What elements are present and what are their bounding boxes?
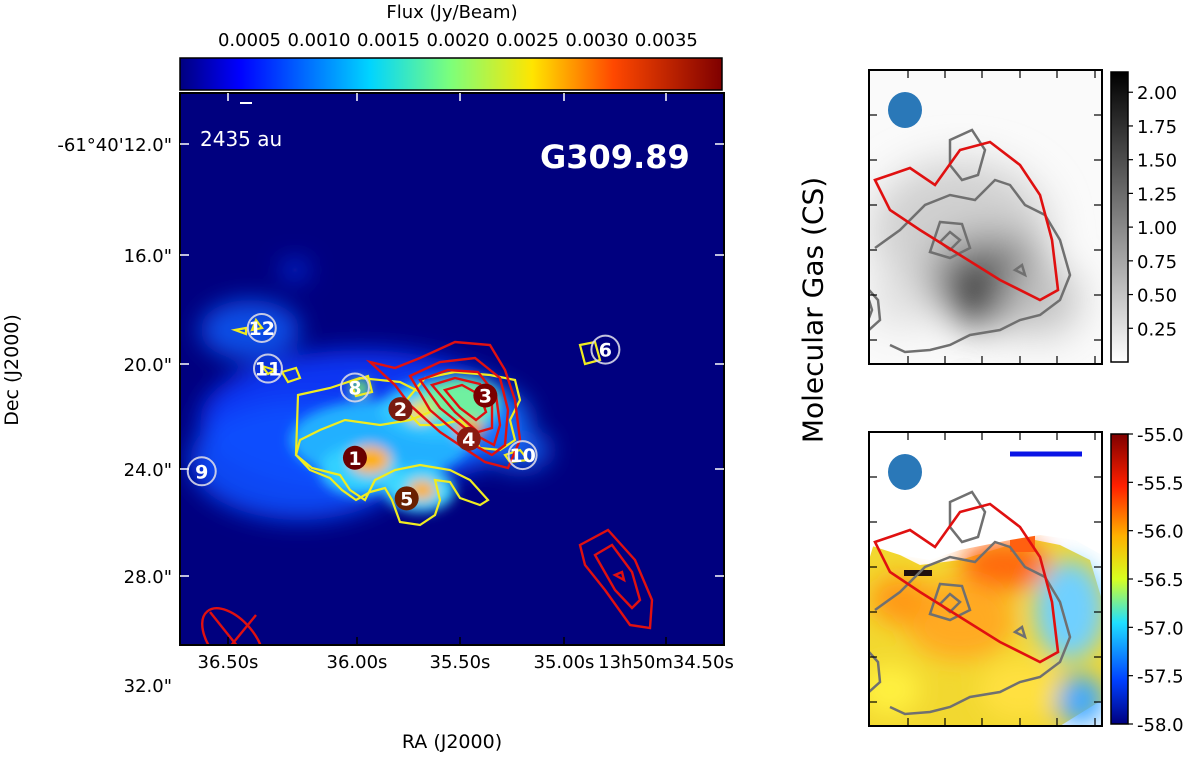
beam-ellipse-bottom — [888, 454, 922, 490]
main-colorbar: Flux (Jy/Beam) 0.0005 0.0010 0.0015 0.0020 0… — [179, 2, 723, 91]
main-ylabel: Dec (J2000) — [1, 314, 23, 426]
colorbar-tick-label: 0.50 — [1137, 286, 1177, 307]
colorbar-tick-label: 0.0025 — [496, 30, 559, 51]
colorbar-tick-label: 0.25 — [1137, 319, 1177, 340]
source-label-1: 1 — [348, 448, 361, 470]
source-marker-4 — [456, 426, 481, 451]
scale-bar-label: 2435 au — [200, 127, 282, 151]
source-label-12: 12 — [249, 318, 275, 340]
velocity-frame — [868, 431, 1103, 727]
source-marker-11 — [252, 353, 283, 384]
velocity-field — [869, 532, 1102, 726]
y-tick-label: 20.0" — [124, 355, 172, 376]
source-marker-2 — [388, 397, 413, 422]
source-label-10: 10 — [509, 445, 535, 467]
velocity-map — [869, 432, 1102, 726]
main-xlabel: RA (J2000) — [402, 731, 502, 753]
colorbar-tick-label: 1.50 — [1137, 151, 1177, 172]
colorbar-gradient — [179, 57, 723, 91]
colorbar-tick-label: 0.0010 — [287, 30, 350, 51]
source-label-6: 6 — [599, 340, 612, 362]
beam-ellipse-top — [888, 92, 922, 128]
colorbar-tick-label: -56.5 — [1137, 570, 1184, 591]
source-marker-6 — [590, 334, 621, 365]
source-label-9: 9 — [195, 461, 208, 483]
colorbar-tick-label: 2.00 — [1137, 83, 1177, 104]
colorbar-tick-label: -57.5 — [1137, 667, 1184, 688]
colorbar-tick-label: 1.25 — [1137, 184, 1177, 205]
source-label-8: 8 — [348, 377, 361, 399]
y-tick-label: 24.0" — [124, 460, 172, 481]
x-tick-label: 36.50s — [198, 652, 259, 673]
source-marker-12 — [246, 312, 277, 343]
colorbar-tick-label: -55.0 — [1137, 425, 1184, 446]
red-beam-ellipse — [201, 607, 265, 645]
source-marker-1 — [342, 445, 367, 470]
y-tick-label: -61°40'12.0" — [57, 135, 172, 156]
x-tick-label: 36.00s — [327, 652, 388, 673]
x-tick-label: 13h50m34.50s — [598, 652, 734, 673]
cs-map — [869, 70, 1102, 364]
colorbar-tick-label: -58.0 — [1137, 715, 1184, 736]
source-marker-9 — [186, 456, 217, 487]
source-marker-8 — [339, 372, 370, 403]
red-contours — [201, 340, 654, 645]
side-ylabel: Molecular Gas (CS) — [796, 176, 830, 444]
colorbar-tick-label: -56.0 — [1137, 522, 1184, 543]
cs-panel-ticks — [869, 70, 1102, 364]
colorbar-tick-label: 0.0015 — [357, 30, 420, 51]
source-label-4: 4 — [462, 429, 475, 451]
main-axis-ticks: 36.50s 36.00s 35.50s 35.00s 13h50m34.50s -61°… — [57, 93, 734, 697]
colorbar-tick-label: 0.0005 — [218, 30, 281, 51]
source-label-3: 3 — [479, 386, 492, 408]
colorbar-tick-label: 0.75 — [1137, 252, 1177, 273]
source-marker-10 — [507, 440, 538, 471]
colorbar-tick-label: 0.0030 — [565, 30, 628, 51]
source-marker-5 — [394, 486, 419, 511]
colorbar-tick-label: 0.0020 — [426, 30, 489, 51]
colorbar-tick-label: -57.0 — [1137, 618, 1184, 639]
source-marker-3 — [473, 383, 498, 408]
x-tick-label: 35.50s — [430, 652, 491, 673]
y-tick-label: 16.0" — [124, 246, 172, 267]
y-tick-label: 32.0" — [124, 676, 172, 697]
cs-frame — [868, 69, 1103, 365]
main-frame — [179, 92, 725, 646]
colorbar-tick-labels: 0.0005 0.0010 0.0015 0.0020 0.0025 0.0030 0.00… — [218, 30, 698, 90]
source-label-11: 11 — [255, 359, 281, 381]
velocity-colorbar — [1110, 433, 1129, 725]
velocity-colorbar-ticks: -55.0 -55.5 -56.0 -56.5 -57.0 -57.5 -58.0 — [1128, 425, 1184, 736]
red-contour-bottom — [873, 502, 1060, 664]
colorbar-tick-label: 0.0035 — [635, 30, 698, 51]
x-tick-label: 35.00s — [534, 652, 595, 673]
cs-colorbar — [1110, 71, 1129, 363]
colorbar-tick-label: 1.75 — [1137, 117, 1177, 138]
velocity-panel-ticks — [869, 432, 1102, 726]
panel-title: G309.89 — [540, 138, 690, 176]
y-tick-label: 28.0" — [124, 567, 172, 588]
colorbar-tick-label: 1.00 — [1137, 218, 1177, 239]
source-label-2: 2 — [394, 399, 407, 421]
colorbar-label: Flux (Jy/Beam) — [386, 2, 517, 23]
red-contour-top — [873, 140, 1060, 302]
cs-colorbar-ticks: 2.00 1.75 1.50 1.25 1.00 0.75 0.50 0.25 — [1128, 83, 1177, 340]
source-label-5: 5 — [400, 488, 413, 510]
colorbar-tick-label: -55.5 — [1137, 473, 1184, 494]
